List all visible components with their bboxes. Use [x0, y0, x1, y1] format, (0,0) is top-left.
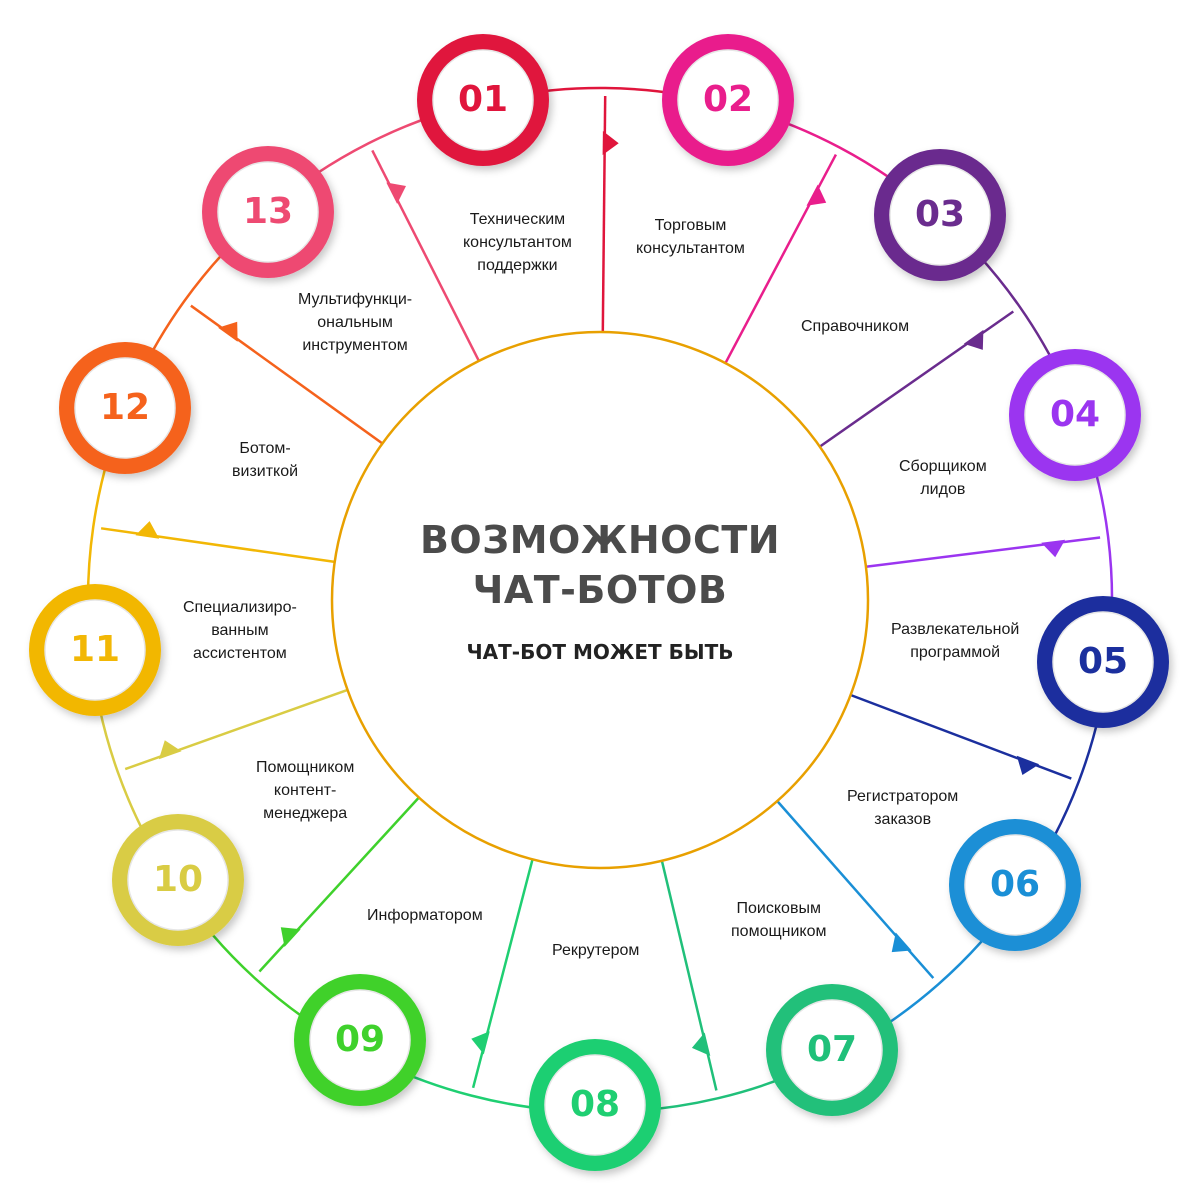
divider-line-11 [100, 527, 335, 564]
node-10 [112, 814, 244, 946]
node-04 [1009, 349, 1141, 481]
node-number-03: 03 [914, 194, 966, 235]
node-label-10: Помощником контент- менеджера [256, 759, 355, 822]
node-number-01: 01 [457, 79, 509, 120]
node-number-06: 06 [989, 864, 1041, 905]
pointer-triangle-08 [471, 1031, 490, 1055]
node-number-04: 04 [1049, 394, 1101, 435]
node-02 [662, 34, 794, 166]
title-line-2: ЧАТ-БОТОВ [472, 568, 728, 612]
node-label-04: Сборщиком лидов [899, 458, 987, 498]
node-number-13: 13 [242, 191, 294, 232]
divider-line-07 [660, 860, 718, 1091]
node-05 [1037, 596, 1169, 728]
node-number-07: 07 [806, 1029, 858, 1070]
pointer-triangle-03 [963, 329, 984, 350]
node-label-05: Развлекательной программой [891, 621, 1020, 661]
node-label-01: Техническим консультантом поддержки [463, 211, 572, 274]
node-number-09: 09 [334, 1019, 386, 1060]
node-face-13 [218, 162, 318, 262]
diagram-title: ВОЗМОЖНОСТИ ЧАТ-БОТОВ [360, 515, 840, 615]
node-08 [529, 1039, 661, 1171]
node-12 [59, 342, 191, 474]
divider-line-05 [850, 693, 1072, 780]
node-face-08 [545, 1055, 645, 1155]
pointer-triangle-01 [602, 131, 619, 155]
node-07 [766, 984, 898, 1116]
node-label-06: Регистратором заказов [847, 788, 959, 828]
node-label-09: Информатором [367, 907, 483, 924]
node-face-09 [310, 990, 410, 1090]
node-label-11: Специализиро- ванным ассистентом [183, 599, 297, 662]
node-face-05 [1053, 612, 1153, 712]
pointer-triangle-06 [891, 932, 912, 953]
pointer-triangle-09 [280, 927, 301, 947]
node-number-11: 11 [69, 629, 121, 670]
node-number-12: 12 [99, 387, 151, 428]
pointer-triangle-10 [158, 740, 182, 760]
pointer-triangle-11 [135, 521, 160, 539]
node-06 [949, 819, 1081, 951]
pointer-triangle-04 [1041, 539, 1066, 558]
divider-line-04 [865, 536, 1101, 569]
divider-line-08 [471, 859, 534, 1089]
pointer-triangle-02 [806, 184, 827, 206]
pointer-triangle-07 [691, 1032, 711, 1056]
node-01 [417, 34, 549, 166]
node-face-03 [890, 165, 990, 265]
node-face-07 [782, 1000, 882, 1100]
node-label-13: Мультифункци- ональным инструментом [298, 291, 413, 354]
node-face-11 [45, 600, 145, 700]
pointer-triangle-13 [386, 182, 406, 204]
node-face-04 [1025, 365, 1125, 465]
node-face-12 [75, 358, 175, 458]
node-11 [29, 584, 161, 716]
node-label-12: Ботом- визиткой [232, 440, 299, 480]
node-label-03: Справочником [801, 318, 910, 335]
node-face-06 [965, 835, 1065, 935]
center-circle [330, 330, 870, 870]
node-09 [294, 974, 426, 1106]
node-number-02: 02 [702, 79, 754, 120]
node-13 [202, 146, 334, 278]
node-03 [874, 149, 1006, 281]
node-face-10 [128, 830, 228, 930]
pointer-triangle-12 [218, 321, 238, 342]
node-label-02: Торговым консультантом [636, 217, 745, 257]
node-number-05: 05 [1077, 641, 1129, 682]
node-face-02 [678, 50, 778, 150]
node-number-08: 08 [569, 1084, 621, 1125]
diagram-subtitle: ЧАТ-БОТ МОЖЕТ БЫТЬ [466, 640, 734, 664]
node-number-10: 10 [152, 859, 204, 900]
node-face-01 [433, 50, 533, 150]
node-label-08: Рекрутером [552, 942, 640, 959]
title-line-1: ВОЗМОЖНОСТИ [419, 518, 781, 562]
node-label-07: Поисковым помощником [731, 900, 827, 940]
pointer-triangle-05 [1016, 755, 1040, 775]
